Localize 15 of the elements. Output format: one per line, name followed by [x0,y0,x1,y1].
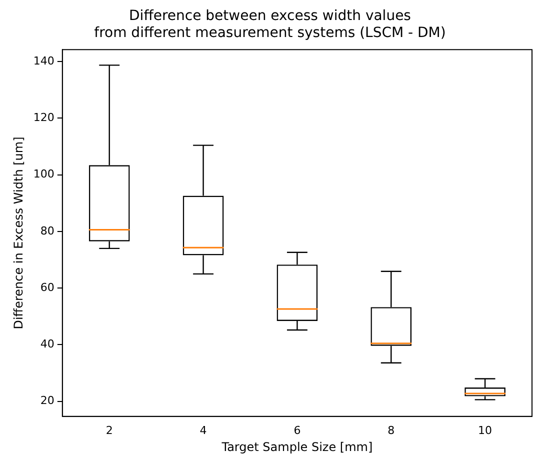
y-tick-label: 120 [33,111,54,124]
x-tick-label: 6 [294,424,301,437]
x-tick-label: 10 [478,424,492,437]
x-tick-label: 8 [388,424,395,437]
y-tick-label: 140 [33,54,54,68]
y-tick-label: 100 [33,168,54,181]
y-tick-label: 40 [40,338,54,351]
chart-title: Difference between excess width values from different measurement systems (LSCM - DM) [94,8,446,41]
y-tick-label: 20 [40,394,54,408]
y-tick-label: 60 [40,280,54,294]
y-tick-label: 80 [40,224,54,238]
x-tick-label: 4 [200,424,207,437]
x-axis-title: Target Sample Size [mm] [220,440,373,454]
y-axis-title: Difference in Excess Width [um] [11,136,26,330]
x-tick-label: 2 [106,424,113,437]
